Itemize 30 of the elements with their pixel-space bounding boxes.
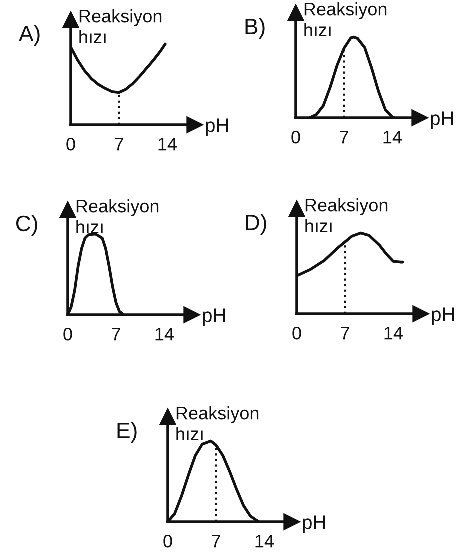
x-tick-label: 0 (292, 326, 302, 340)
x-tick-label: 7 (112, 328, 120, 341)
y-axis-title: Reaksiyon hızı (80, 10, 162, 44)
chart-title: D) (246, 214, 266, 235)
x-tick-label: 14 (384, 131, 402, 144)
x-tick-label: 7 (115, 138, 124, 151)
chart-title: B) (246, 18, 265, 39)
x-tick-label: 7 (340, 131, 348, 144)
chart-title: C) (16, 215, 38, 236)
x-axis-title: pH (203, 308, 226, 326)
x-tick-label: 14 (256, 535, 274, 548)
x-axis-title: pH (303, 516, 326, 534)
x-tick-label: 7 (212, 535, 220, 548)
x-axis-title: pH (206, 118, 228, 136)
y-axis-title: Reaksiyon hızı (306, 198, 388, 232)
x-tick-label: 0 (292, 130, 300, 144)
x-tick-label: 0 (64, 328, 72, 341)
x-axis-title: pH (432, 308, 454, 326)
x-tick-label: 14 (384, 327, 403, 340)
y-axis-title: Reaksiyon hızı (76, 200, 159, 234)
x-axis-title: pH (431, 112, 454, 130)
x-tick-label: 7 (341, 327, 350, 340)
chart-title: E) (118, 422, 137, 443)
x-tick-label: 14 (156, 328, 174, 341)
x-tick-label: 0 (66, 138, 76, 151)
y-axis-title: Reaksiyon hızı (304, 2, 387, 36)
chart-title: A) (19, 25, 40, 46)
x-tick-label: 14 (158, 138, 177, 151)
x-tick-label: 0 (164, 534, 172, 548)
y-axis-title: Reaksiyon hızı (176, 406, 259, 440)
